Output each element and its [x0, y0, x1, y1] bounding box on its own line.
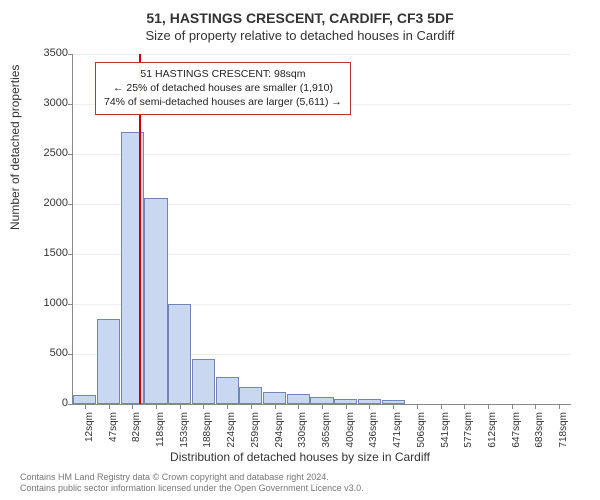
- x-tick-label: 541sqm: [440, 412, 451, 452]
- x-tick: [203, 404, 204, 409]
- x-tick-label: 365sqm: [321, 412, 332, 452]
- y-tick: [68, 254, 73, 255]
- y-tick: [68, 154, 73, 155]
- x-tick-label: 471sqm: [392, 412, 403, 452]
- attribution-line-1: Contains HM Land Registry data © Crown c…: [20, 472, 364, 483]
- histogram-bar: [216, 377, 239, 404]
- x-tick-label: 506sqm: [416, 412, 427, 452]
- histogram-bar: [97, 319, 120, 404]
- x-tick: [488, 404, 489, 409]
- x-tick-label: 400sqm: [345, 412, 356, 452]
- x-tick: [559, 404, 560, 409]
- x-tick: [346, 404, 347, 409]
- y-tick: [68, 54, 73, 55]
- x-tick-label: 47sqm: [108, 412, 119, 452]
- x-tick: [109, 404, 110, 409]
- annotation-line-2: ← 25% of detached houses are smaller (1,…: [104, 81, 342, 95]
- x-tick-label: 436sqm: [368, 412, 379, 452]
- histogram-bar: [263, 392, 286, 404]
- histogram-bar: [73, 395, 96, 404]
- gridline: [73, 54, 571, 55]
- x-tick: [298, 404, 299, 409]
- histogram-bar: [287, 394, 310, 404]
- x-tick-label: 82sqm: [131, 412, 142, 452]
- y-tick-label: 2000: [18, 197, 68, 209]
- y-tick-label: 500: [18, 347, 68, 359]
- x-tick: [369, 404, 370, 409]
- x-tick-label: 647sqm: [511, 412, 522, 452]
- x-tick: [417, 404, 418, 409]
- y-tick-label: 0: [18, 397, 68, 409]
- annotation-line-1: 51 HASTINGS CRESCENT: 98sqm: [104, 67, 342, 81]
- page: 51, HASTINGS CRESCENT, CARDIFF, CF3 5DF …: [0, 0, 600, 500]
- histogram-bar: [239, 387, 262, 404]
- x-tick: [132, 404, 133, 409]
- x-tick-label: 224sqm: [226, 412, 237, 452]
- y-tick-label: 3000: [18, 97, 68, 109]
- x-tick-label: 12sqm: [84, 412, 95, 452]
- x-tick-label: 718sqm: [558, 412, 569, 452]
- y-tick: [68, 104, 73, 105]
- x-tick: [156, 404, 157, 409]
- x-tick: [85, 404, 86, 409]
- x-tick-label: 153sqm: [179, 412, 190, 452]
- attribution-line-2: Contains public sector information licen…: [20, 483, 364, 494]
- x-tick: [464, 404, 465, 409]
- x-axis-label: Distribution of detached houses by size …: [0, 450, 600, 464]
- page-title: 51, HASTINGS CRESCENT, CARDIFF, CF3 5DF: [0, 10, 600, 26]
- x-tick: [393, 404, 394, 409]
- y-tick-label: 2500: [18, 147, 68, 159]
- x-tick-label: 612sqm: [487, 412, 498, 452]
- x-tick: [535, 404, 536, 409]
- histogram-bar: [144, 198, 167, 404]
- x-tick-label: 188sqm: [202, 412, 213, 452]
- histogram-bar: [168, 304, 191, 404]
- y-tick-label: 1500: [18, 247, 68, 259]
- attribution: Contains HM Land Registry data © Crown c…: [20, 472, 364, 495]
- y-tick-label: 1000: [18, 297, 68, 309]
- x-tick-label: 118sqm: [155, 412, 166, 452]
- y-tick: [68, 354, 73, 355]
- x-tick: [512, 404, 513, 409]
- x-tick: [275, 404, 276, 409]
- y-tick: [68, 404, 73, 405]
- x-tick-label: 330sqm: [297, 412, 308, 452]
- y-tick-label: 3500: [18, 47, 68, 59]
- x-tick: [441, 404, 442, 409]
- x-tick-label: 683sqm: [534, 412, 545, 452]
- x-tick: [227, 404, 228, 409]
- x-tick-label: 259sqm: [250, 412, 261, 452]
- histogram-bar: [310, 397, 333, 404]
- y-tick: [68, 204, 73, 205]
- y-tick: [68, 304, 73, 305]
- x-tick-label: 294sqm: [274, 412, 285, 452]
- gridline: [73, 154, 571, 155]
- x-tick-label: 577sqm: [463, 412, 474, 452]
- x-tick: [322, 404, 323, 409]
- page-subtitle: Size of property relative to detached ho…: [0, 28, 600, 43]
- annotation-line-3: 74% of semi-detached houses are larger (…: [104, 95, 342, 109]
- histogram-bar: [192, 359, 215, 404]
- x-tick: [180, 404, 181, 409]
- x-tick: [251, 404, 252, 409]
- annotation-box: 51 HASTINGS CRESCENT: 98sqm ← 25% of det…: [95, 62, 351, 115]
